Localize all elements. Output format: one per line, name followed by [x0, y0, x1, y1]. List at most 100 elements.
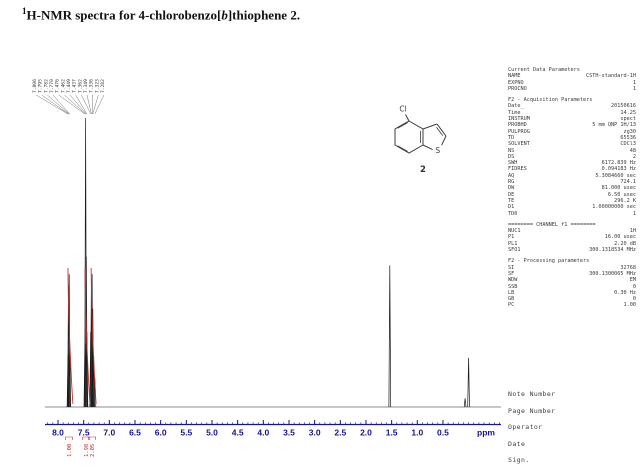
integral-value-label: 2.05: [90, 444, 96, 457]
param-line: GB 0: [508, 296, 636, 302]
param-label: Time: [508, 109, 521, 116]
param-section-header: F2 - Processing parameters: [508, 258, 590, 265]
peak-shift-label: 7.476: [55, 79, 61, 93]
peak-shift-label: 7.806: [32, 79, 38, 93]
title-italic-b: b: [221, 7, 228, 23]
integral-value-label: 1.00: [67, 444, 73, 457]
spectrum-peak: [85, 331, 89, 408]
param-line: Time 14.25: [508, 110, 636, 116]
peak-label-leader-line: [64, 94, 86, 115]
param-line: SF 300.1300065 MHz: [508, 271, 636, 277]
peak-shift-label: 7.449: [66, 79, 72, 93]
cl-label: Cl: [399, 105, 406, 114]
integral-curve: [67, 267, 74, 405]
peak-label-leader-line: [35, 94, 69, 115]
param-value: 2: [632, 153, 636, 160]
param-value: 20150616: [611, 103, 636, 110]
x-axis-unit-label: ppm: [477, 428, 495, 438]
param-line: Date_ 20150616: [508, 103, 636, 109]
spectrum-trace: [45, 117, 501, 408]
footer-item: Date: [508, 439, 526, 448]
param-line: DW 81.000 usec: [508, 185, 636, 191]
param-line: TD 65536: [508, 135, 636, 141]
spectrum-peak: [463, 398, 467, 408]
param-value: 300.1300065 MHz: [589, 270, 636, 277]
param-line: NS 48: [508, 148, 636, 154]
param-label: FIDRES: [508, 166, 527, 173]
param-value: 1: [632, 210, 636, 217]
nmr-spectrum-plot: Cl S 2 8.0 7.5 7.0 6.5 6.0 5.5 5.0 4.5 4.0 3.5 3.0…: [32, 79, 501, 457]
peak-label-leader-line: [58, 94, 86, 115]
param-label: PL1: [508, 240, 518, 247]
param-label: PROCNO: [508, 85, 527, 92]
param-value: 300.1318534 MHz: [589, 247, 636, 254]
param-value: 0.30 Hz: [614, 289, 636, 296]
param-label: NAME: [508, 73, 521, 80]
param-label: TD: [508, 134, 515, 141]
integral-curve: [84, 267, 91, 405]
param-label: SF: [508, 270, 515, 277]
param-value: 1.00000000 sec: [592, 204, 636, 211]
x-axis-tick-label: 1.0: [411, 428, 423, 438]
spectrum-peak: [90, 274, 94, 408]
param-value: 81.000 usec: [601, 185, 636, 192]
x-axis-tick-label: 2.5: [334, 428, 346, 438]
param-label: TE: [508, 197, 515, 204]
param-label: Date_: [508, 103, 524, 110]
param-line: FIDRES 0.094183 Hz: [508, 166, 636, 172]
param-value: 2.20 dB: [614, 240, 636, 247]
param-label: PROBHD: [508, 122, 527, 129]
param-label: P1: [508, 234, 515, 241]
peak-label-leader-line: [94, 94, 105, 115]
peak-shift-label: 7.462: [60, 79, 66, 93]
footer-item: Operator: [508, 423, 543, 431]
param-section-header: F2 - Acquisition Parameters: [508, 97, 593, 104]
thiophene-ring: [422, 123, 447, 151]
sulfur-label: S: [435, 146, 440, 155]
param-value: CDCl3: [620, 141, 636, 148]
x-axis-tick-label: 4.5: [232, 428, 244, 438]
param-label: SOLVENT: [508, 141, 530, 148]
peak-shift-label: 7.437: [72, 79, 78, 93]
param-line: DS 2: [508, 154, 636, 160]
peak-label-leader-line: [52, 94, 70, 115]
integral-curve: [90, 267, 97, 405]
x-axis-tick-label: 4.0: [257, 428, 269, 438]
param-line: PC 1.00: [508, 302, 636, 308]
param-label: SI: [508, 264, 515, 271]
param-line: LB 0.30 Hz: [508, 290, 636, 296]
footer-item: Sign.: [508, 456, 530, 464]
peak-shift-label: 7.336: [89, 79, 95, 93]
param-value: 1: [632, 79, 636, 86]
param-value: EM: [629, 277, 636, 284]
param-label: NUC1: [508, 228, 521, 235]
peak-shift-label: 7.770: [49, 79, 55, 93]
param-label: INSTRUM: [508, 116, 530, 123]
param-label: NS: [508, 147, 515, 154]
peak-label-leader-line: [81, 94, 91, 115]
param-label: AQ: [508, 172, 515, 179]
param-label: D1: [508, 204, 515, 211]
param-line: P1 16.00 usec: [508, 234, 636, 240]
param-line: WDW EM: [508, 277, 636, 283]
param-label: GB: [508, 296, 515, 303]
page-title: 1H-NMR spectra for 4-chlorobenzo[b]thiop…: [22, 6, 300, 23]
x-axis-tick-label: 3.5: [283, 428, 295, 438]
title-main: H-NMR spectra for 4-chlorobenzo[: [26, 7, 222, 23]
param-label: SSB: [508, 283, 518, 290]
param-value: 724.1: [620, 179, 636, 186]
x-axis-tick-label: 7.5: [78, 428, 90, 438]
footer-item: Note Number: [508, 390, 556, 398]
x-axis-tick-label: 0.5: [437, 428, 449, 438]
peak-label-leader-line: [41, 94, 69, 115]
param-value: 16.00 usec: [604, 234, 636, 241]
benzene-double-bonds: [397, 122, 421, 152]
molecular-structure: Cl S 2: [394, 105, 447, 175]
peak-label-leader-line: [91, 94, 93, 115]
param-label: DS: [508, 153, 515, 160]
param-label: DW: [508, 185, 515, 192]
param-line: PROBHD 5 mm QNP 1H/13: [508, 122, 636, 128]
param-value: 14.25: [620, 109, 636, 116]
x-axis-tick-label: 5.5: [180, 428, 192, 438]
param-label: LB: [508, 289, 515, 296]
